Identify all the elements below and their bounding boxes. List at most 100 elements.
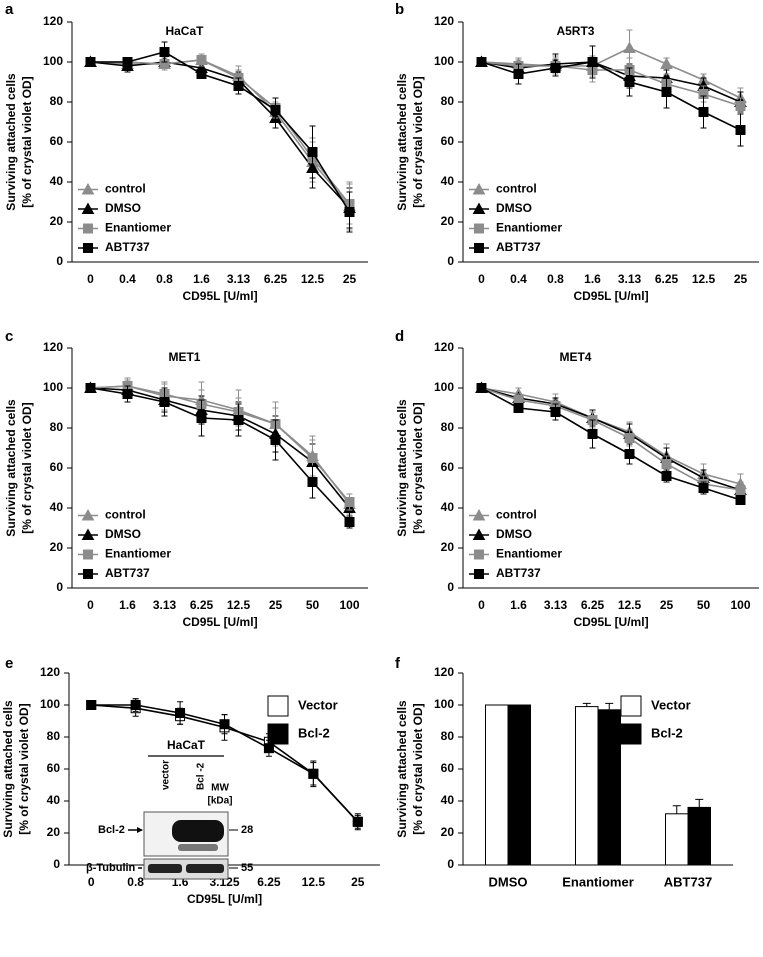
marker xyxy=(698,483,709,493)
x-axis-label: CD95L [U/ml] xyxy=(573,615,648,629)
x-tick-label: 6.25 xyxy=(264,272,288,286)
mw-label: [kDa] xyxy=(207,796,232,807)
marker xyxy=(587,57,598,67)
x-tick-label: 12.5 xyxy=(227,598,251,612)
bar xyxy=(575,706,599,866)
panel-label: a xyxy=(5,1,14,18)
legend-label: ABT737 xyxy=(105,240,150,254)
x-tick-label: DMSO xyxy=(489,874,528,889)
y-tick-label: 120 xyxy=(43,14,63,28)
x-tick-label: 6.25 xyxy=(655,272,679,286)
lane-label: Bcl -2 xyxy=(196,762,207,790)
marker xyxy=(83,223,93,234)
x-tick-label: 100 xyxy=(730,598,750,612)
y-axis-label: Surviving attached cells xyxy=(4,399,18,537)
marker xyxy=(472,508,486,521)
x-tick-label: 25 xyxy=(343,272,357,286)
marker xyxy=(698,107,709,117)
legend-label: Enantiomer xyxy=(105,547,171,561)
x-axis-label: CD95L [U/ml] xyxy=(187,892,262,906)
error-bar xyxy=(605,702,614,710)
legend-label: Bcl-2 xyxy=(298,725,330,740)
x-axis-label: CD95L [U/ml] xyxy=(182,289,257,303)
series-line xyxy=(90,59,351,207)
y-axis-label: [% of crystal violet OD] xyxy=(411,703,425,834)
y-tick-label: 100 xyxy=(43,380,63,394)
marker xyxy=(474,549,484,560)
band-label: β-Tubulin xyxy=(86,862,136,874)
marker xyxy=(661,87,672,97)
y-axis-label: [% of crystal violet OD] xyxy=(411,76,425,207)
marker xyxy=(219,719,230,730)
y-axis-label: Surviving attached cells xyxy=(395,73,409,211)
x-tick-label: 6.25 xyxy=(581,598,605,612)
marker xyxy=(735,485,746,495)
marker xyxy=(513,69,524,79)
legend-label: control xyxy=(496,182,537,196)
marker xyxy=(474,223,484,234)
x-tick-label: 12.5 xyxy=(302,875,326,889)
y-axis-label: [% of crystal violet OD] xyxy=(17,703,31,834)
y-tick-label: 120 xyxy=(434,14,454,28)
legend-swatch xyxy=(267,695,289,717)
x-tick-label: 0 xyxy=(87,598,94,612)
x-tick-label: 0 xyxy=(478,598,485,612)
blot-band xyxy=(148,864,182,873)
x-tick-label: 50 xyxy=(697,598,711,612)
y-tick-label: 40 xyxy=(50,500,64,514)
x-tick-label: 3.13 xyxy=(618,272,642,286)
marker xyxy=(472,182,486,195)
mw-value: 55 xyxy=(241,862,253,874)
x-tick-label: Enantiomer xyxy=(562,874,634,889)
y-tick-label: 60 xyxy=(441,134,455,148)
series-line xyxy=(481,61,741,103)
inset-title: HaCaT xyxy=(167,738,206,752)
y-tick-label: 40 xyxy=(47,793,61,807)
x-tick-label: 0 xyxy=(478,272,485,286)
marker xyxy=(270,435,281,445)
series-line xyxy=(90,59,351,205)
y-axis-label: [% of crystal violet OD] xyxy=(411,402,425,533)
series-line xyxy=(90,51,351,213)
x-tick-label: 25 xyxy=(734,272,748,286)
y-tick-label: 0 xyxy=(56,580,63,594)
legend-label: control xyxy=(105,508,146,522)
bar xyxy=(507,704,531,866)
marker xyxy=(550,63,561,73)
chart-title: MET4 xyxy=(559,350,591,364)
legend-label: DMSO xyxy=(496,527,532,541)
marker xyxy=(81,202,95,214)
y-tick-label: 60 xyxy=(50,134,64,148)
series-line xyxy=(481,387,741,491)
marker xyxy=(587,429,598,439)
series-line xyxy=(481,47,741,99)
legend-swatch xyxy=(620,695,642,717)
panel-label: b xyxy=(395,1,404,18)
y-axis-label: [% of crystal violet OD] xyxy=(20,402,34,533)
marker xyxy=(85,383,96,393)
y-axis-label: Surviving attached cells xyxy=(395,399,409,537)
x-tick-label: 12.5 xyxy=(301,272,325,286)
band-arrow xyxy=(137,827,143,833)
legend-label: DMSO xyxy=(496,201,532,215)
series-line xyxy=(90,387,351,509)
marker xyxy=(307,147,318,157)
marker xyxy=(308,768,319,779)
blot-band xyxy=(178,844,218,851)
marker xyxy=(196,413,207,423)
x-tick-label: 0.8 xyxy=(547,272,564,286)
x-tick-label: 6.25 xyxy=(190,598,214,612)
marker xyxy=(270,105,281,115)
y-axis-label: [% of crystal violet OD] xyxy=(20,76,34,207)
y-tick-label: 100 xyxy=(40,697,60,711)
series-line xyxy=(481,61,741,131)
marker xyxy=(476,57,487,67)
x-tick-label: ABT737 xyxy=(664,874,712,889)
marker xyxy=(85,57,96,67)
marker xyxy=(624,449,635,459)
panel-label: d xyxy=(395,328,404,345)
y-tick-label: 60 xyxy=(441,460,455,474)
x-tick-label: 3.13 xyxy=(153,598,177,612)
y-tick-label: 100 xyxy=(434,697,454,711)
